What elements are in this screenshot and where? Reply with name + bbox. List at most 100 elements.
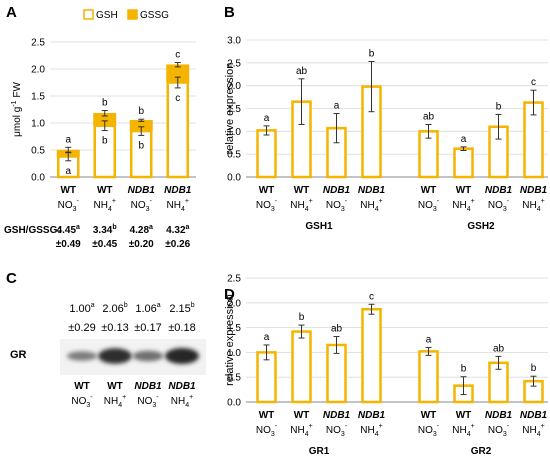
category-genotype-label: NDB1 <box>323 410 351 421</box>
gsh-bar <box>130 129 153 179</box>
gene-group-label: GR1 <box>309 446 330 457</box>
y-tick-label: 1.5 <box>31 92 45 103</box>
gsh-significance-letter: c <box>175 93 180 104</box>
ion-base: NH <box>522 425 536 436</box>
category-genotype-label: NDB1 <box>358 410 386 421</box>
ratio-value: 4.32a <box>166 224 189 236</box>
category-ion-label: NH4+ <box>104 394 126 409</box>
blot-quant-sd: ±0.17 <box>134 322 161 334</box>
ion-subscript: 3 <box>146 206 150 213</box>
y-tick-label: 1.5 <box>227 104 241 115</box>
ratio-sd: ±0.49 <box>56 239 81 250</box>
ion-base: NO <box>488 425 503 436</box>
category-genotype-label: NDB1 <box>134 381 162 392</box>
blot-quant-number: 2.15 <box>169 303 190 315</box>
ion-superscript: - <box>437 198 440 205</box>
y-axis-label-part: μmol g <box>12 107 23 137</box>
y-tick-label: 0.0 <box>31 173 45 184</box>
ion-subscript: 3 <box>503 206 507 213</box>
category-ion-label: NO3- <box>137 394 159 409</box>
y-tick-label: 0.5 <box>227 373 241 384</box>
blot-quant-value: 1.06a <box>135 302 160 315</box>
category-genotype-label: NDB1 <box>164 185 192 196</box>
ion-superscript: - <box>275 198 278 205</box>
ion-subscript: 4 <box>537 431 541 438</box>
y-tick-label: 0.5 <box>31 146 45 157</box>
ratio-number: 4.45 <box>57 225 77 236</box>
significance-letter: b <box>461 364 467 375</box>
ion-superscript: + <box>309 423 313 430</box>
y-tick-label: 1.5 <box>227 323 241 334</box>
category-ion-label: NH4+ <box>360 198 382 213</box>
y-tick-label: 2.0 <box>227 298 241 309</box>
y-tick-label: 1.0 <box>227 127 241 138</box>
category-ion-label: NH4+ <box>452 198 474 213</box>
y-tick-label: 2.5 <box>227 274 241 285</box>
ratio-label: GSH/GSSG: <box>4 225 61 236</box>
ion-base: NO <box>488 200 503 211</box>
ratio-superscript: a <box>76 224 80 231</box>
category-genotype-label: NDB1 <box>358 185 386 196</box>
category-genotype-label: NDB1 <box>485 185 513 196</box>
category-genotype-label: WT <box>97 185 113 196</box>
ion-base: NO <box>418 425 433 436</box>
gssg-significance-letter: c <box>175 50 180 61</box>
category-ion-label: NO3- <box>488 423 510 438</box>
blot-band <box>98 348 132 364</box>
blot-quant-number: 1.06 <box>135 303 156 315</box>
ion-base: NH <box>104 396 118 407</box>
ion-superscript: + <box>379 198 383 205</box>
significance-letter: a <box>426 334 432 345</box>
ratio-number: 3.34 <box>93 225 113 236</box>
category-ion-label: NH4+ <box>522 198 544 213</box>
ion-base: NO <box>71 396 86 407</box>
significance-letter: c <box>369 291 374 302</box>
y-tick-label: 2.5 <box>31 38 45 49</box>
category-ion-label: NO3- <box>418 423 440 438</box>
category-ion-label: NO3- <box>256 423 278 438</box>
ion-base: NO <box>131 200 146 211</box>
category-ion-label: NO3- <box>326 198 348 213</box>
ion-base: NO <box>256 200 271 211</box>
ion-superscript: + <box>309 198 313 205</box>
ion-superscript: + <box>122 394 126 401</box>
significance-letter: c <box>531 77 536 88</box>
y-tick-label: 2.5 <box>227 58 241 69</box>
significance-letter: ab <box>493 343 505 354</box>
ratio-superscript: b <box>112 224 116 231</box>
ion-base: NO <box>418 200 433 211</box>
ion-superscript: + <box>471 198 475 205</box>
gsh-significance-letter: b <box>138 140 144 151</box>
ion-base: NH <box>171 396 185 407</box>
ion-superscript: - <box>345 198 348 205</box>
ion-base: NO <box>326 200 341 211</box>
ratio-value: 4.28a <box>130 224 153 236</box>
ion-subscript: 4 <box>305 431 309 438</box>
blot-quant-superscript: a <box>157 302 161 309</box>
ion-base: NH <box>452 200 466 211</box>
expression-bar <box>256 129 277 179</box>
category-genotype-label: WT <box>107 381 123 392</box>
blot-quant-sd: ±0.29 <box>68 322 95 334</box>
category-ion-label: NO3- <box>256 198 278 213</box>
category-genotype-label: NDB1 <box>323 185 351 196</box>
blot-quant-superscript: b <box>191 302 195 309</box>
ion-superscript: - <box>345 423 348 430</box>
gene-group-label: GSH2 <box>467 221 495 232</box>
category-ion-label: NH4+ <box>290 198 312 213</box>
legend-swatch <box>83 9 94 20</box>
ion-subscript: 3 <box>341 431 345 438</box>
ion-base: NO <box>326 425 341 436</box>
category-genotype-label: WT <box>294 185 310 196</box>
ion-superscript: + <box>471 423 475 430</box>
gene-group-label: GR2 <box>471 446 492 457</box>
ratio-value: 4.45a <box>57 224 80 236</box>
category-genotype-label: NDB1 <box>485 410 513 421</box>
blot-quant-number: 2.06 <box>102 303 123 315</box>
gene-group-label: GSH1 <box>305 221 333 232</box>
blot-quant-sd: ±0.18 <box>168 322 195 334</box>
y-tick-label: 1.0 <box>31 119 45 130</box>
ion-base: NH <box>522 200 536 211</box>
